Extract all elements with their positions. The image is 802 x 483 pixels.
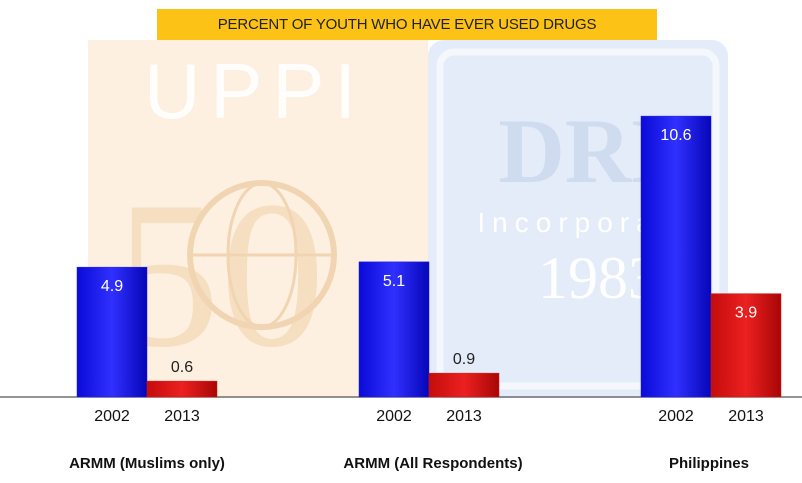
- bar-1-2002: [358, 261, 430, 398]
- x-tick-label-2-2002: 2002: [658, 408, 694, 425]
- data-label-2-2013: 3.9: [735, 305, 757, 322]
- x-tick-label-2-2013: 2013: [728, 408, 764, 425]
- group-label-armm-all: ARMM (All Respondents): [343, 455, 523, 472]
- bar-0-2013: [146, 380, 218, 398]
- group-label-philippines: Philippines: [668, 455, 749, 472]
- watermark-right-frame: [436, 48, 720, 390]
- data-label-1-2002: 5.1: [383, 273, 405, 290]
- watermark-left-text: UPPI: [144, 47, 366, 135]
- x-tick-label-1-2013: 2013: [446, 408, 482, 425]
- data-label-2-2002: 10.6: [660, 127, 691, 144]
- chart-marks: 4.9 2002 0.6 2013 5.1 2002 0.9 2013 10.6 2002 3.9 2…: [76, 115, 782, 425]
- watermark-right-year: 1983: [538, 245, 658, 311]
- x-tick-label-0-2013: 2013: [164, 408, 200, 425]
- bar-2-2013: [710, 293, 782, 398]
- data-label-0-2002: 4.9: [101, 278, 123, 295]
- x-tick-label-1-2002: 2002: [376, 408, 412, 425]
- chart-title: PERCENT OF YOUTH WHO HAVE EVER USED DRUG…: [157, 9, 657, 40]
- bar-1-2013: [428, 372, 500, 398]
- group-label-armm-muslims: ARMM (Muslims only): [69, 455, 225, 472]
- data-label-0-2013: 0.6: [171, 359, 193, 376]
- bar-0-2002: [76, 266, 148, 398]
- bar-2-2002: [640, 115, 712, 398]
- data-label-1-2013: 0.9: [453, 351, 475, 368]
- x-tick-label-0-2002: 2002: [94, 408, 130, 425]
